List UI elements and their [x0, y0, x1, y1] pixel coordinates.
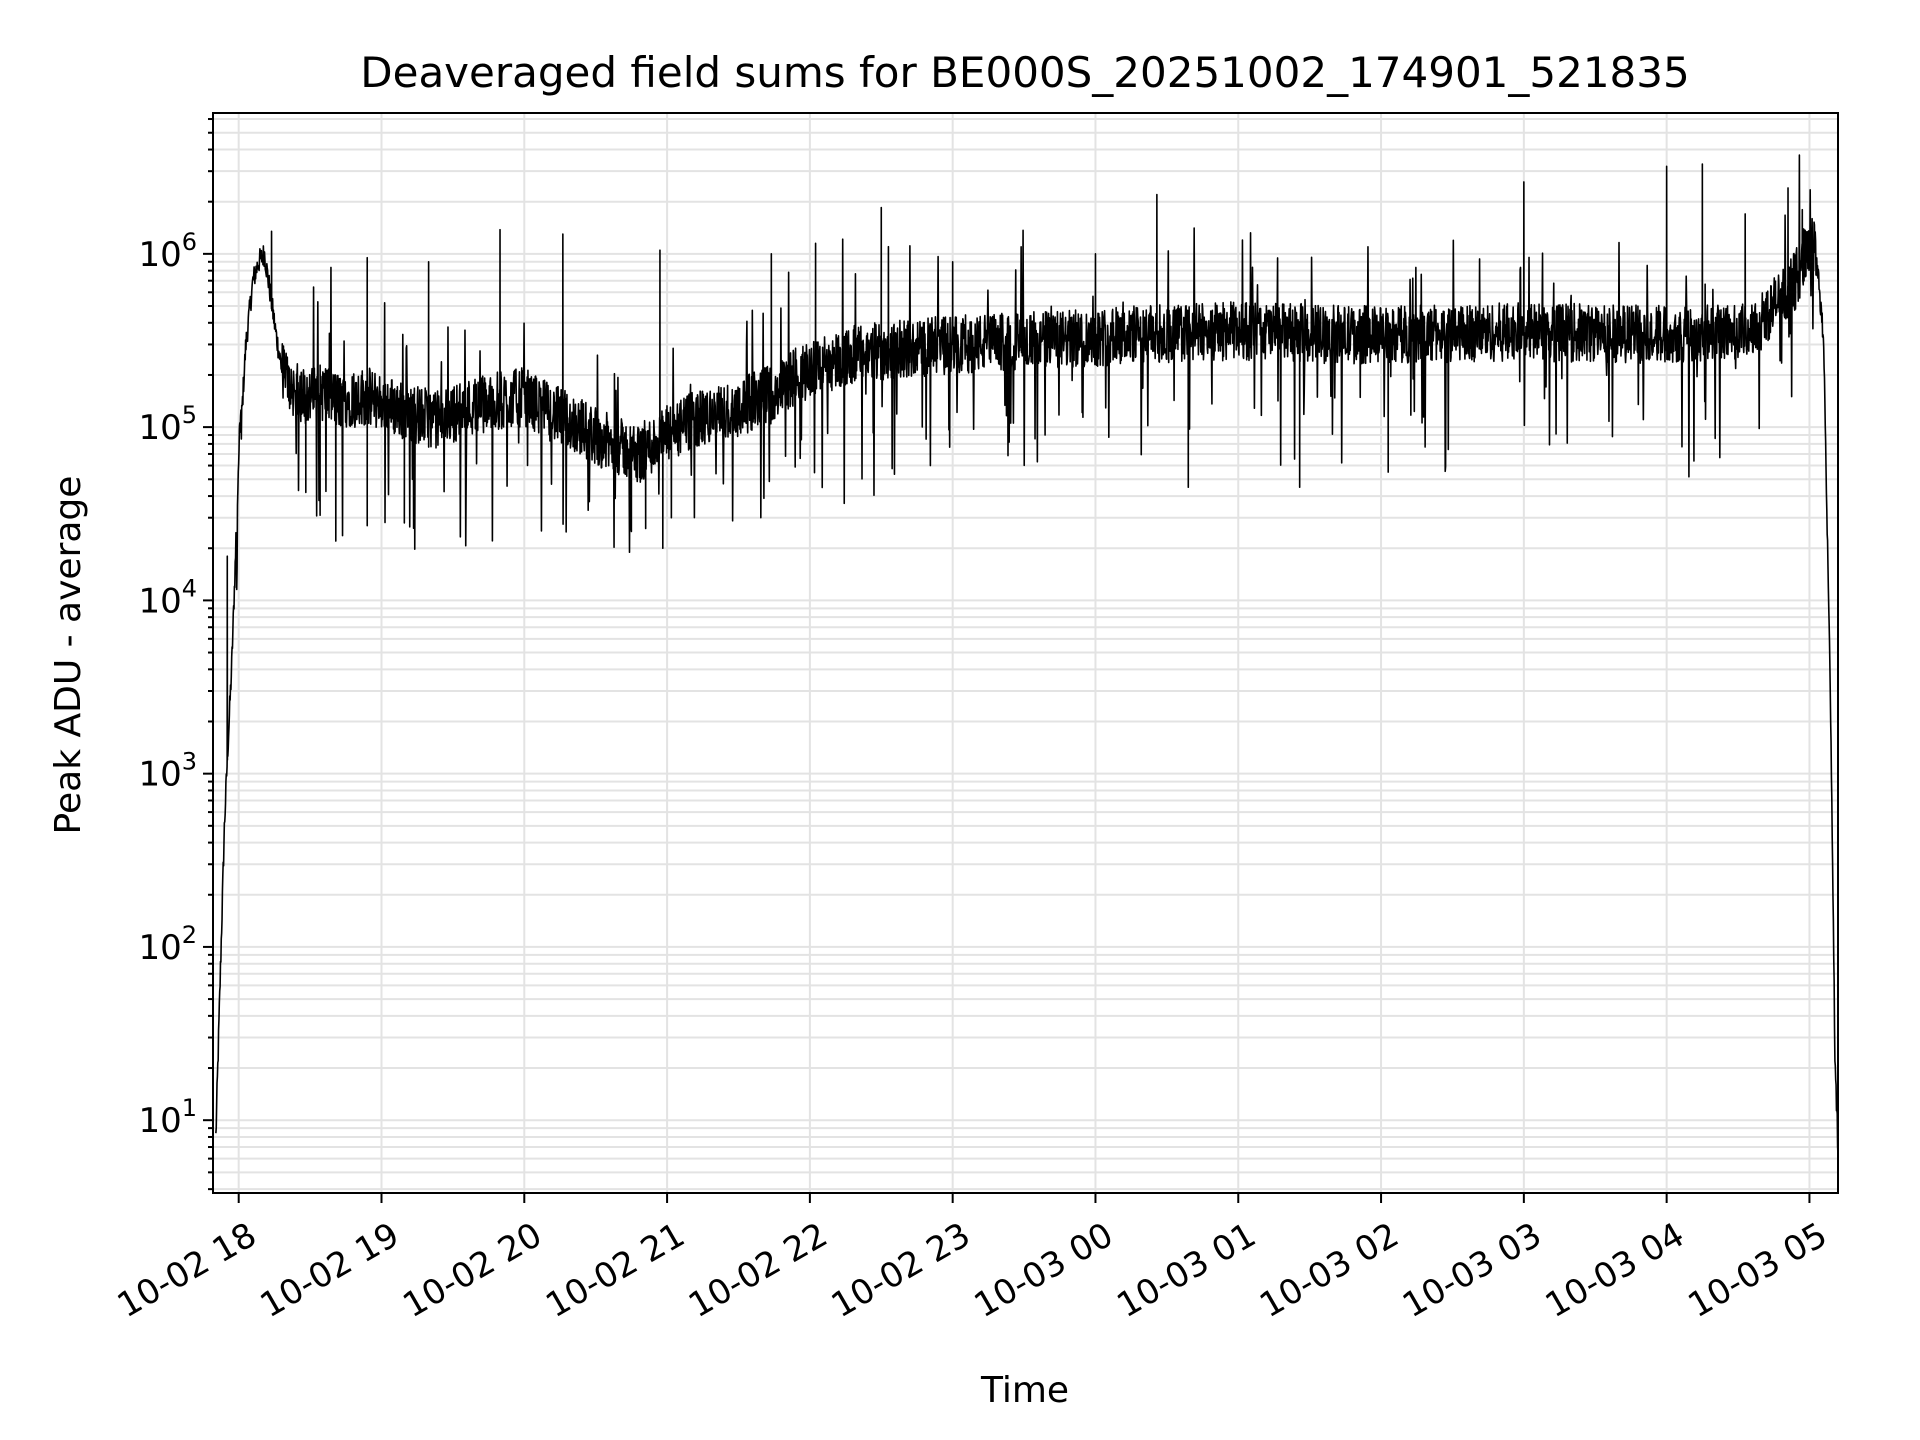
x-axis-label: Time — [980, 1370, 1069, 1411]
y-tick-label: 104 — [138, 574, 197, 621]
y-axis: 101 102 103 104 105 106 — [138, 118, 213, 1191]
y-tick-label: 103 — [138, 748, 197, 795]
grid-lines — [213, 113, 1838, 1193]
y-tick-label: 105 — [138, 401, 197, 448]
y-tick-label: 101 — [138, 1094, 197, 1141]
y-axis-label: Peak ADU - average — [48, 476, 89, 835]
chart-title: Deaveraged field sums for BE000S_2025100… — [360, 48, 1689, 97]
series-line — [215, 154, 1839, 1156]
y-tick-label: 102 — [138, 921, 197, 968]
y-tick-label: 106 — [138, 228, 197, 275]
